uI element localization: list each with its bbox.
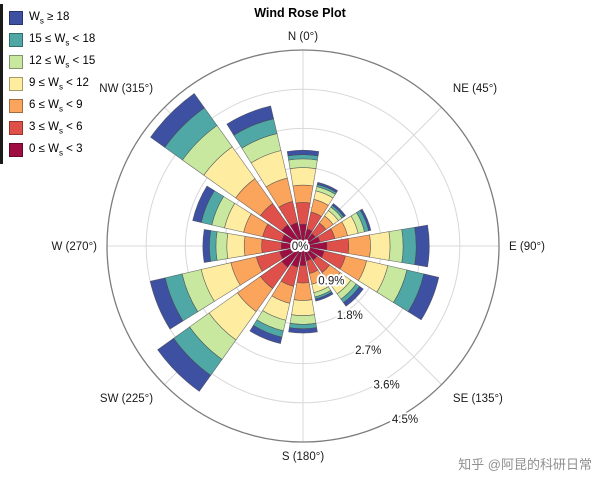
- petal-segment: [226, 105, 274, 136]
- radial-tick-label: 1.8%: [337, 310, 363, 322]
- watermark: 知乎 @阿昆的科研日常: [458, 457, 592, 472]
- radial-tick-label: 0%: [292, 241, 309, 253]
- petal-segment: [288, 158, 318, 170]
- radial-tick-label: 3.6%: [374, 379, 400, 391]
- radial-tick-label: 0.9%: [318, 276, 344, 288]
- petal-segment: [369, 231, 391, 261]
- legend-item: 15 ≤ Ws < 18: [9, 29, 95, 51]
- petal-segment: [288, 327, 318, 334]
- petal-segment: [157, 337, 212, 392]
- legend-label: 9 ≤ Ws < 12: [29, 76, 89, 92]
- legend-swatch: [9, 77, 23, 91]
- petal-segment: [291, 299, 315, 316]
- radial-tick-label: 4.5%: [392, 414, 418, 426]
- legend-label: 6 ≤ Ws < 9: [29, 98, 83, 114]
- petal-segment: [401, 226, 417, 266]
- petal-segment: [226, 233, 246, 259]
- petal-segment: [202, 229, 211, 263]
- petal-segment: [359, 208, 372, 232]
- petal-segment: [150, 93, 205, 148]
- legend-swatch: [9, 55, 23, 69]
- petal-segment: [249, 324, 283, 344]
- legend-swatch: [9, 33, 23, 47]
- legend-item: 3 ≤ Ws < 6: [9, 117, 95, 139]
- petal-segment: [314, 291, 334, 302]
- petal-segment: [331, 203, 346, 218]
- petal-segment: [292, 184, 314, 204]
- petal-segment: [289, 167, 317, 187]
- legend-swatch: [9, 99, 23, 113]
- direction-label: SE (135°): [453, 393, 503, 405]
- legend-swatch: [9, 11, 23, 25]
- petal-segment: [347, 234, 371, 258]
- petal-segment: [293, 282, 313, 301]
- chart-title: Wind Rose Plot: [254, 6, 346, 20]
- petal-segment: [316, 181, 339, 193]
- legend-item: 6 ≤ Ws < 9: [9, 95, 95, 117]
- radial-tick-label: 2.7%: [355, 345, 381, 357]
- legend-label: 3 ≤ Ws < 6: [29, 120, 83, 136]
- petal-segment: [289, 314, 317, 325]
- legend-item: 0 ≤ Ws < 3: [9, 139, 95, 161]
- petal-segment: [209, 230, 218, 262]
- legend-label: Ws ≥ 18: [29, 10, 70, 26]
- petal-segment: [149, 277, 184, 330]
- direction-label: SW (225°): [100, 393, 153, 405]
- petal-segment: [215, 231, 229, 261]
- legend-item: 12 ≤ Ws < 15: [9, 51, 95, 73]
- direction-label: E (90°): [509, 241, 545, 253]
- legend-label: 15 ≤ Ws < 18: [29, 32, 96, 48]
- legend-item: Ws ≥ 18: [9, 7, 95, 29]
- outer-rim: [106, 49, 500, 443]
- petal-segment: [407, 273, 440, 321]
- direction-label: N (0°): [288, 31, 318, 43]
- legend-label: 12 ≤ Ws < 15: [29, 54, 96, 70]
- direction-label: NW (315°): [99, 83, 153, 95]
- legend-swatch: [9, 121, 23, 135]
- petal-segment: [414, 224, 430, 268]
- direction-label: W (270°): [52, 241, 98, 253]
- direction-label: S (180°): [282, 451, 324, 463]
- petal-segment: [343, 286, 364, 307]
- legend-item: 9 ≤ Ws < 12: [9, 73, 95, 95]
- legend: Ws ≥ 18 15 ≤ Ws < 18 12 ≤ Ws < 15 9 ≤ Ws < …: [0, 4, 103, 164]
- petal-segment: [388, 229, 404, 263]
- petal-segment: [243, 235, 263, 257]
- legend-label: 0 ≤ Ws < 3: [29, 142, 83, 158]
- direction-label: NE (45°): [453, 83, 497, 95]
- legend-swatch: [9, 143, 23, 157]
- petal-segment: [286, 149, 320, 157]
- petal-segment: [192, 185, 215, 223]
